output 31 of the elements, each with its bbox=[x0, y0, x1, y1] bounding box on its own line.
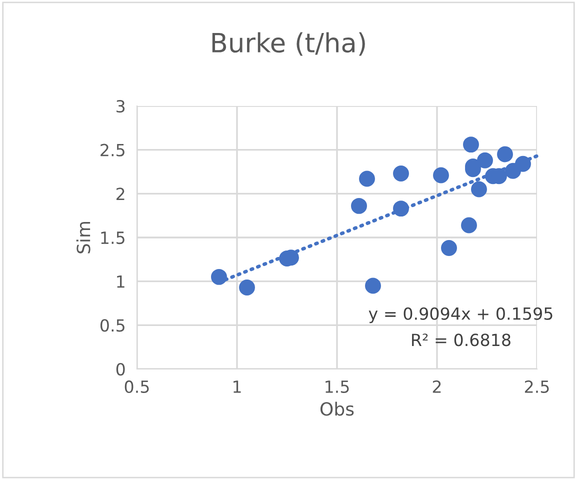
point bbox=[433, 167, 449, 184]
x-tick-label: 2.5 bbox=[524, 380, 549, 394]
point bbox=[477, 152, 493, 168]
annotation: y = 0.9094x + 0.1595 bbox=[368, 307, 552, 324]
y-tick-label: 1 bbox=[117, 276, 124, 288]
chart-title: Burke (t/ha) bbox=[212, 32, 365, 56]
x-tick-label: 1 bbox=[234, 380, 241, 393]
y-tick-label: 3 bbox=[116, 100, 125, 113]
y-tick-label: 0.5 bbox=[100, 319, 124, 332]
x-axis-title: Obs bbox=[320, 402, 354, 416]
x-tick-label: 1.5 bbox=[326, 380, 349, 394]
y-tick-label: 2 bbox=[116, 188, 124, 200]
point bbox=[463, 136, 479, 153]
x-tick-label: 2 bbox=[432, 380, 441, 393]
point bbox=[515, 156, 531, 172]
y-tick-label: 2.5 bbox=[100, 144, 124, 156]
point bbox=[471, 181, 487, 198]
point bbox=[359, 170, 375, 187]
annotation: R² = 0.6818 bbox=[412, 334, 510, 346]
point bbox=[365, 278, 381, 294]
y-tick-label: 0 bbox=[116, 362, 125, 376]
point bbox=[393, 166, 409, 182]
point bbox=[393, 200, 409, 217]
point bbox=[441, 240, 457, 256]
y-tick-label: 1.5 bbox=[101, 232, 124, 244]
point bbox=[239, 279, 255, 296]
y-axis-title: Sim bbox=[76, 222, 90, 254]
point bbox=[497, 146, 513, 162]
point bbox=[351, 198, 367, 214]
point bbox=[211, 268, 227, 285]
point bbox=[461, 217, 477, 234]
